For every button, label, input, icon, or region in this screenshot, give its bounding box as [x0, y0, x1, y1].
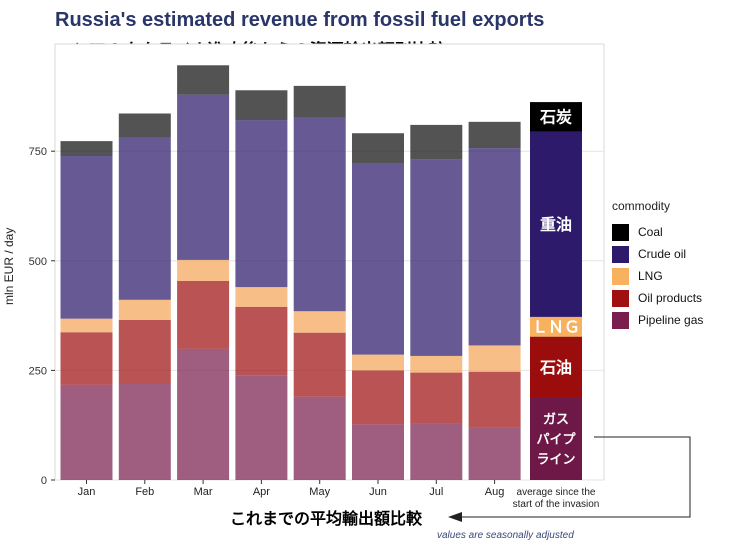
bar-feb-coal: [118, 113, 171, 138]
x-tick-label-feb: Feb: [135, 486, 154, 498]
bar-jan-lng: [60, 318, 113, 333]
bar-may-oil-products: [293, 332, 346, 397]
bar-aug-oil-products: [468, 371, 521, 428]
legend-label-crude-oil: Crude oil: [638, 247, 687, 261]
average-annotation: これまでの平均輸出額比較: [230, 509, 423, 528]
legend-swatch-pipeline-gas: [612, 311, 629, 329]
average-bar-pipeline-gas: [530, 398, 582, 480]
bar-aug-crude-oil: [468, 148, 521, 346]
bar-jun-coal: [352, 133, 404, 164]
bar-feb-lng: [118, 299, 171, 320]
bar-jan-oil-products: [60, 332, 113, 385]
legend-item-pipeline-gas: Pipeline gas: [612, 309, 703, 331]
bar-aug-coal: [468, 121, 521, 149]
legend-item-lng: LNG: [612, 265, 703, 287]
average-label-coal-0: 石炭: [539, 108, 572, 127]
bar-jun-pipeline-gas: [352, 424, 404, 480]
seasonal-adjustment-note: values are seasonally adjusted: [437, 530, 574, 541]
y-tick-label-750: 750: [29, 146, 47, 158]
legend-label-lng: LNG: [638, 269, 663, 283]
bar-may-crude-oil: [293, 117, 346, 312]
average-bar-lng: [530, 316, 582, 337]
x-tick-label-apr: Apr: [253, 486, 270, 498]
bar-apr-coal: [235, 90, 288, 121]
bar-mar-pipeline-gas: [177, 348, 230, 480]
legend-swatch-coal: [612, 223, 629, 241]
legend-swatch-crude-oil: [612, 245, 629, 263]
bar-apr-pipeline-gas: [235, 375, 288, 480]
legend-item-oil-products: Oil products: [612, 287, 703, 309]
bar-mar-crude-oil: [177, 94, 230, 260]
x-tick-label-jan: Jan: [78, 486, 96, 498]
bar-may-pipeline-gas: [293, 396, 346, 480]
bar-may-lng: [293, 311, 346, 333]
average-label-pipeline-gas-1: パイプ: [536, 433, 576, 448]
bar-jun-oil-products: [352, 370, 404, 425]
chart-title: Russia's estimated revenue from fossil f…: [55, 9, 545, 31]
bar-mar-lng: [177, 259, 230, 281]
legend-title: commodity: [612, 199, 671, 213]
bar-aug-pipeline-gas: [468, 427, 521, 480]
bar-jul-coal: [410, 124, 463, 160]
y-tick-label-250: 250: [29, 365, 47, 377]
bar-may-coal: [293, 85, 346, 118]
x-tick-label-may: May: [309, 486, 330, 498]
bar-jun-lng: [352, 354, 404, 371]
bar-mar-coal: [177, 65, 230, 95]
legend-label-pipeline-gas: Pipeline gas: [638, 313, 704, 327]
legend-item-coal: Coal: [612, 221, 703, 243]
y-tick-label-0: 0: [41, 475, 47, 487]
legend-label-oil-products: Oil products: [638, 291, 703, 305]
legend-swatch-lng: [612, 267, 629, 285]
bar-feb-pipeline-gas: [118, 383, 171, 480]
x-tick-label-jul: Jul: [429, 486, 443, 498]
average-label-oil-products-0: 石油: [539, 358, 572, 377]
x-tick-label-aug: Aug: [485, 486, 505, 498]
bar-jun-crude-oil: [352, 163, 404, 355]
bar-aug-lng: [468, 345, 521, 372]
bar-jul-lng: [410, 355, 463, 373]
average-label-lng-0: ＬＮＧ: [532, 318, 580, 337]
y-tick-label-500: 500: [29, 256, 47, 268]
legend: commodity Coal Crude oil LNG Oil product…: [612, 199, 703, 331]
annotation-connector: [458, 436, 691, 518]
x-tick-label-average-1: average since the: [517, 487, 596, 498]
legend-label-coal: Coal: [638, 225, 663, 239]
annotation-arrowhead: [448, 512, 462, 522]
bar-jan-pipeline-gas: [60, 384, 113, 480]
average-label-pipeline-gas-2: ライン: [536, 453, 575, 468]
bar-mar-oil-products: [177, 280, 230, 349]
average-label-pipeline-gas-0: ガス: [543, 413, 569, 428]
bar-apr-crude-oil: [235, 120, 288, 288]
average-bar-oil-products: [530, 336, 582, 399]
bar-jul-crude-oil: [410, 159, 463, 356]
bar-apr-oil-products: [235, 306, 288, 376]
average-label-crude-oil-0: 重油: [540, 215, 572, 234]
bar-feb-crude-oil: [118, 137, 171, 300]
bar-jan-crude-oil: [60, 156, 113, 319]
bar-feb-oil-products: [118, 319, 171, 384]
bar-jul-oil-products: [410, 372, 463, 424]
bar-jul-pipeline-gas: [410, 423, 463, 480]
x-tick-label-average-2: start of the invasion: [513, 499, 600, 510]
average-bar-crude-oil: [530, 131, 582, 317]
legend-item-crude-oil: Crude oil: [612, 243, 703, 265]
legend-swatch-oil-products: [612, 289, 629, 307]
x-tick-label-jun: Jun: [369, 486, 387, 498]
bar-jan-coal: [60, 141, 113, 157]
x-tick-label-mar: Mar: [194, 486, 213, 498]
average-bar-coal: [530, 102, 582, 132]
bar-apr-lng: [235, 287, 288, 307]
